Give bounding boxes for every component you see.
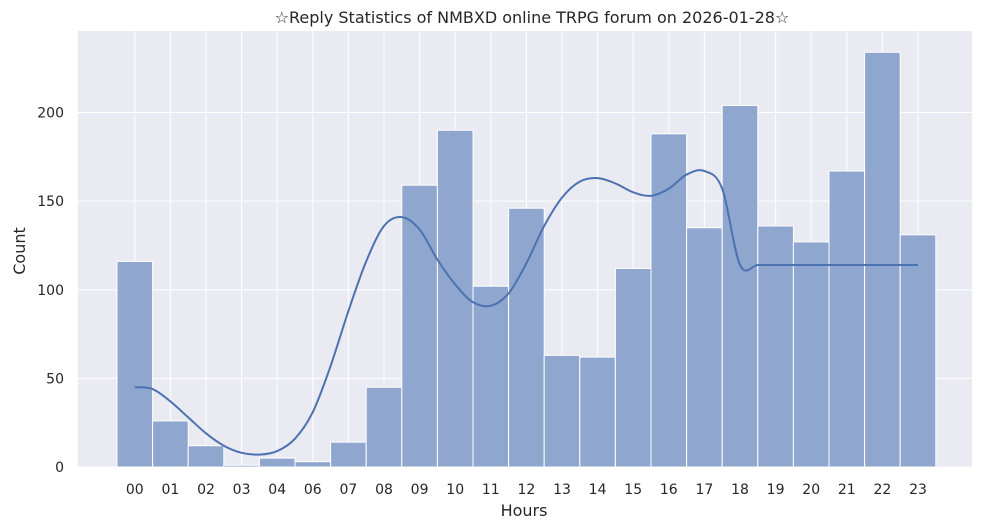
bar-09 — [401, 184, 438, 468]
bar-17 — [686, 227, 723, 468]
x-tick-label: 20 — [802, 482, 820, 498]
bar-08 — [365, 386, 403, 468]
x-tick-label: 14 — [589, 482, 607, 498]
y-tick-label: 100 — [37, 283, 64, 299]
bar-19 — [757, 225, 794, 468]
bar-01 — [152, 420, 189, 468]
x-tick-label: 15 — [624, 482, 642, 498]
chart-title: ☆Reply Statistics of NMBXD online TRPG f… — [275, 8, 790, 27]
bar-11 — [472, 285, 510, 468]
bar-12 — [508, 207, 545, 468]
y-tick-label: 50 — [46, 371, 64, 387]
bar-04 — [258, 457, 296, 468]
bar-00 — [116, 260, 154, 468]
y-tick-label: 0 — [55, 460, 64, 476]
x-tick-label: 12 — [517, 482, 535, 498]
kde-curve — [134, 169, 918, 456]
x-tick-label: 22 — [873, 482, 891, 498]
x-tick-label: 08 — [375, 482, 393, 498]
x-tick-label: 02 — [197, 482, 215, 498]
x-tick-label: 21 — [838, 482, 856, 498]
bar-07 — [330, 441, 367, 468]
bar-23 — [899, 234, 937, 468]
bar-18 — [721, 104, 759, 468]
x-tick-label: 18 — [731, 482, 749, 498]
y-tick-label: 200 — [37, 106, 64, 122]
bar-15 — [614, 267, 652, 468]
bar-16 — [650, 133, 688, 468]
kde-line — [134, 169, 918, 456]
y-tick-label: 150 — [37, 194, 64, 210]
bar-20 — [792, 241, 830, 468]
bar-14 — [579, 356, 616, 468]
x-tick-label: 16 — [660, 482, 678, 498]
x-tick-label: 00 — [126, 482, 144, 498]
x-tick-label: 03 — [233, 482, 251, 498]
x-tick-label: 07 — [339, 482, 357, 498]
bar-03 — [223, 464, 260, 468]
bar-02 — [187, 445, 225, 468]
x-tick-label: 13 — [553, 482, 571, 498]
y-axis-label: Count — [10, 227, 29, 275]
x-tick-label: 06 — [304, 482, 322, 498]
x-tick-labels: 00 01 02 03 04 06 07 08 09 10 11 12 13 14 15 16 17 18 19 20… — [126, 482, 927, 498]
bar-21 — [828, 170, 866, 468]
x-axis-label: Hours — [501, 501, 548, 520]
x-tick-label: 09 — [411, 482, 429, 498]
x-tick-label: 19 — [767, 482, 785, 498]
x-tick-label: 23 — [909, 482, 927, 498]
bar-22 — [864, 51, 901, 468]
x-tick-label: 01 — [161, 482, 179, 498]
bar-06 — [294, 461, 332, 468]
y-tick-labels: 0 50 100 150 200 — [37, 106, 64, 476]
bars — [116, 51, 937, 468]
x-tick-label: 04 — [268, 482, 286, 498]
bar-13 — [543, 354, 581, 468]
x-tick-label: 11 — [482, 482, 500, 498]
x-tick-label: 10 — [446, 482, 464, 498]
x-tick-label: 17 — [695, 482, 713, 498]
